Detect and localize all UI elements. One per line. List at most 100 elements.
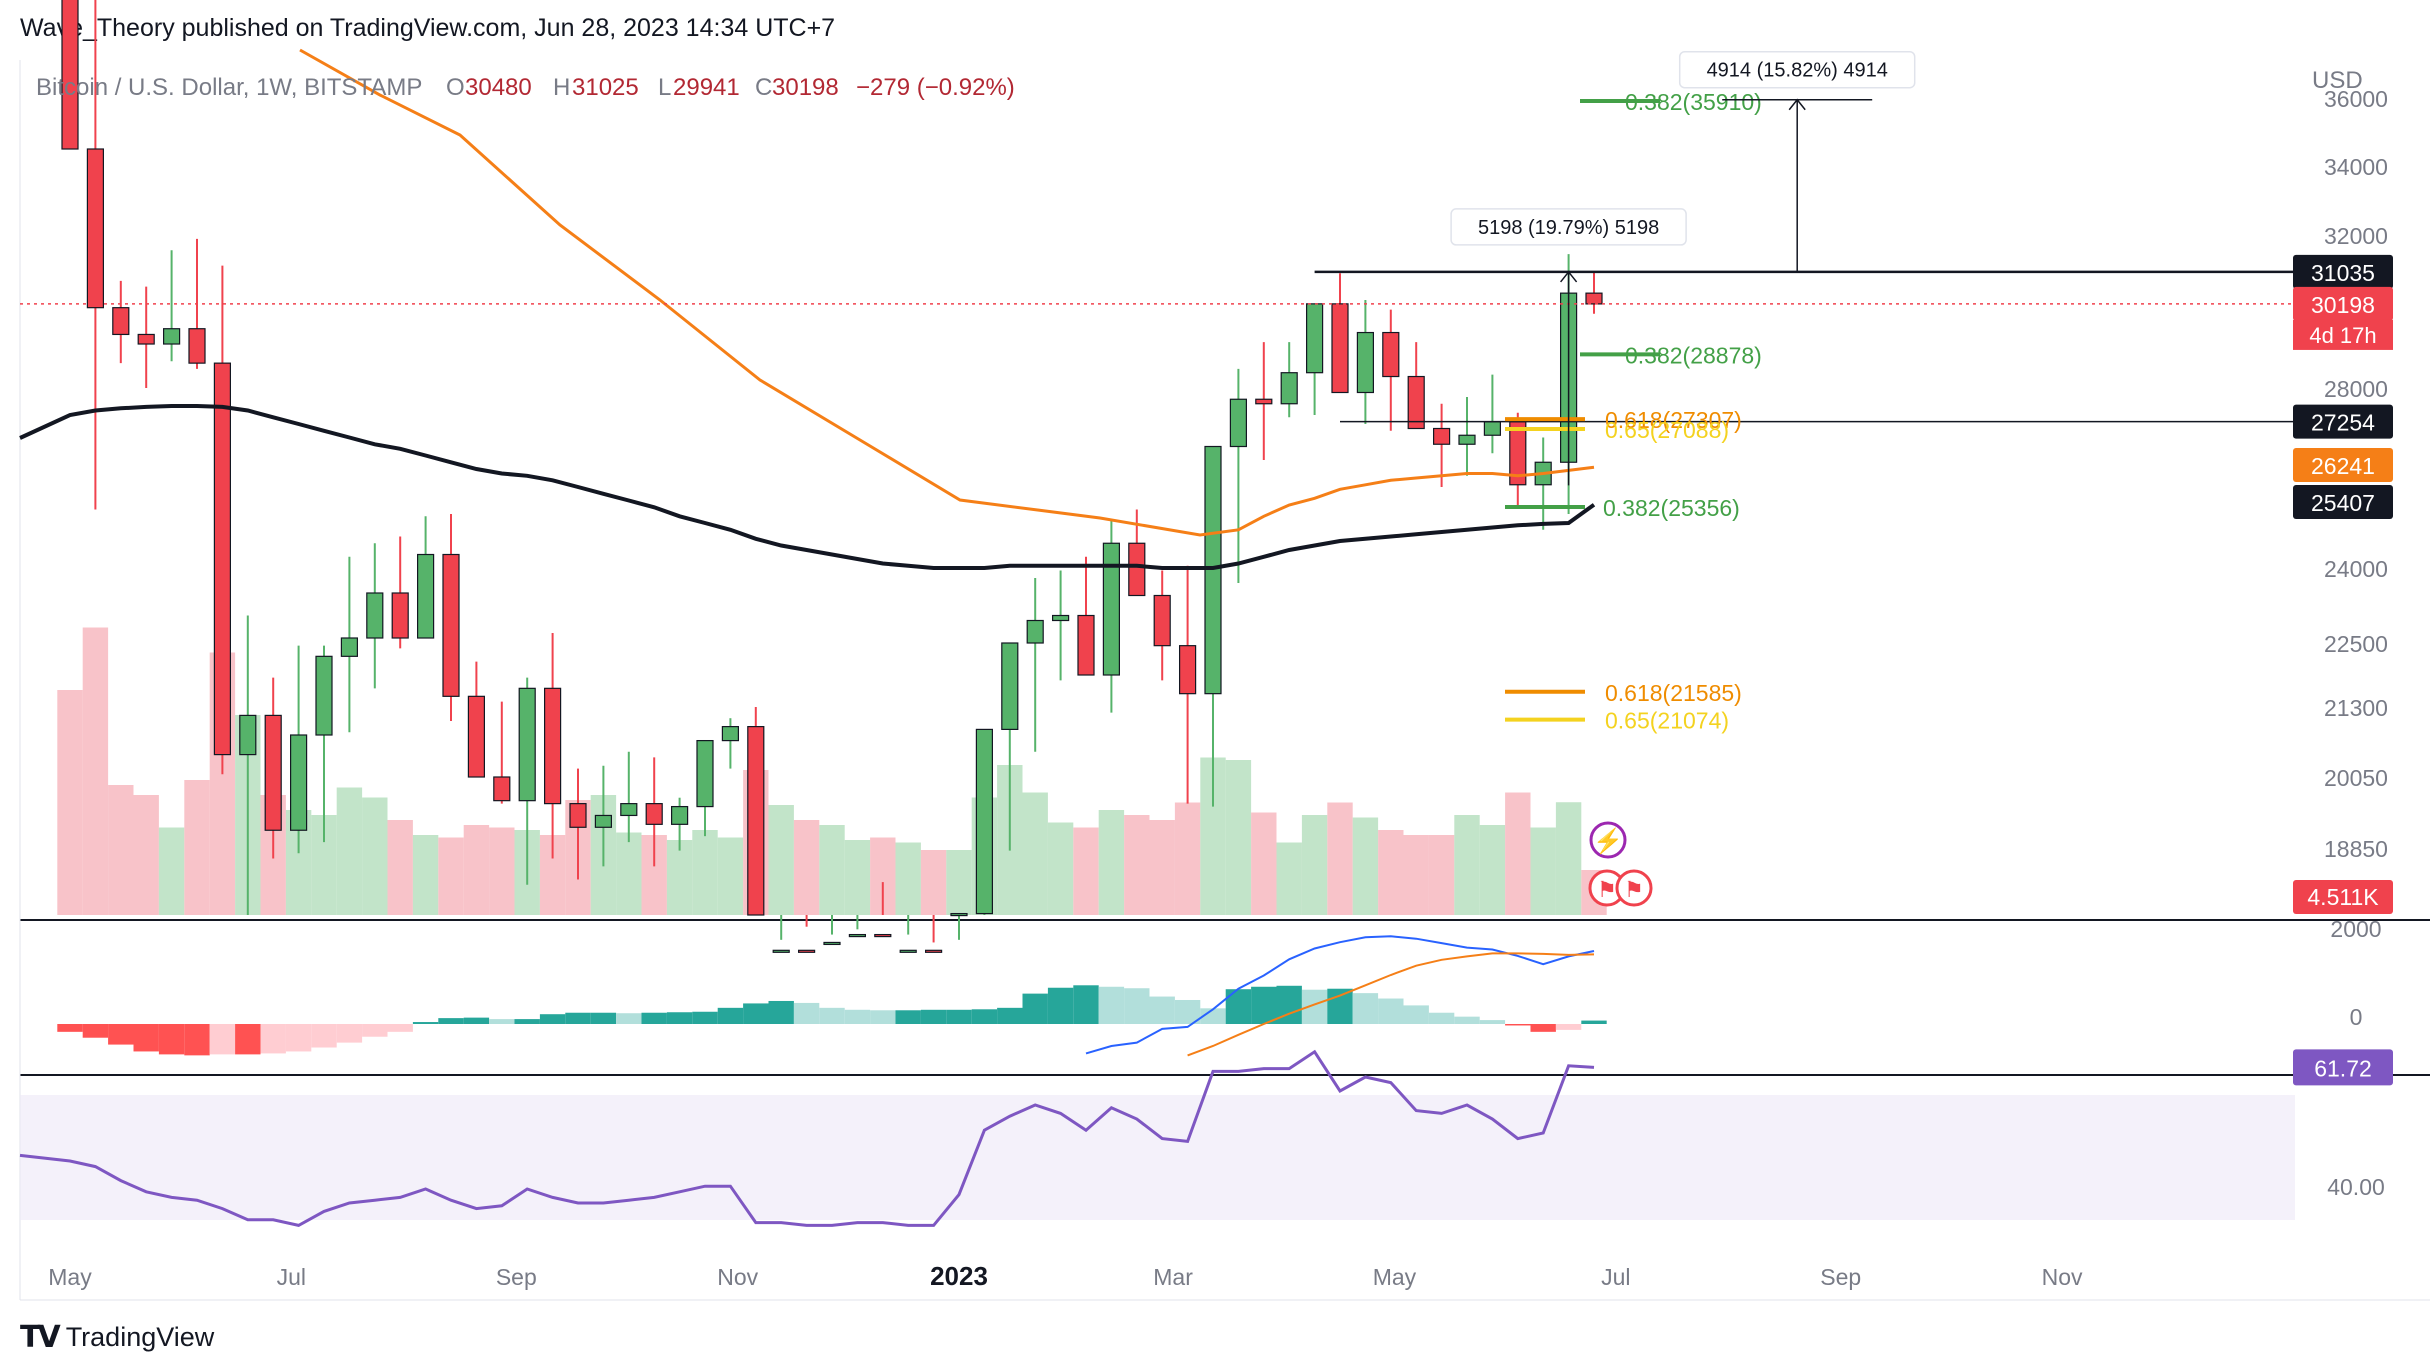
candle[interactable] bbox=[848, 915, 867, 938]
candle[interactable] bbox=[797, 915, 816, 953]
candle-body bbox=[1178, 645, 1197, 695]
candle[interactable] bbox=[696, 739, 714, 837]
candle[interactable] bbox=[1178, 565, 1197, 804]
volume-bar bbox=[1479, 825, 1506, 915]
candle[interactable] bbox=[1077, 556, 1095, 676]
candle[interactable] bbox=[391, 536, 409, 649]
lightning-event-icon[interactable]: ⚡ bbox=[1589, 821, 1627, 859]
volume-bar bbox=[1505, 792, 1531, 915]
legend-close-label: C bbox=[755, 74, 772, 101]
macd-histogram-bar bbox=[743, 1003, 769, 1024]
candle[interactable] bbox=[340, 556, 358, 733]
candle-body bbox=[1077, 614, 1095, 676]
candle[interactable] bbox=[543, 633, 562, 859]
candle[interactable] bbox=[975, 728, 994, 915]
candle[interactable] bbox=[163, 250, 181, 362]
volume-bar bbox=[1124, 815, 1150, 915]
candle-body bbox=[594, 814, 613, 828]
candle[interactable] bbox=[772, 915, 790, 953]
countdown-text: 4d 17h bbox=[2309, 323, 2376, 348]
candle[interactable] bbox=[569, 768, 587, 880]
price-axis-tick: 32000 bbox=[2324, 223, 2388, 249]
macd-histogram-bar bbox=[946, 1009, 972, 1024]
candle[interactable] bbox=[899, 915, 917, 953]
candle-body bbox=[975, 728, 994, 915]
candle[interactable] bbox=[1331, 273, 1349, 394]
macd-histogram-bar bbox=[158, 1024, 185, 1055]
candle[interactable] bbox=[1585, 272, 1603, 314]
candle-body bbox=[1001, 642, 1019, 731]
candle[interactable] bbox=[747, 707, 765, 916]
macd-histogram-bar bbox=[1225, 989, 1252, 1024]
volume-bar bbox=[362, 797, 388, 915]
volume-bar bbox=[1403, 835, 1429, 915]
candle[interactable] bbox=[1280, 342, 1298, 418]
macd-histogram-bar bbox=[565, 1012, 591, 1024]
candle[interactable] bbox=[1509, 412, 1527, 508]
volume-bar bbox=[717, 837, 744, 915]
tradingview-logo[interactable]: TV TradingView bbox=[20, 1320, 214, 1355]
rsi-line bbox=[19, 1049, 1595, 1227]
candle[interactable] bbox=[1305, 303, 1324, 415]
candle[interactable] bbox=[290, 645, 308, 854]
candle[interactable] bbox=[620, 751, 638, 843]
candle-body bbox=[86, 148, 105, 309]
candle[interactable] bbox=[1483, 374, 1502, 454]
volume-bar bbox=[616, 832, 642, 915]
macd-histogram-bar bbox=[1047, 987, 1074, 1024]
measure-label-box bbox=[1450, 208, 1687, 246]
candle[interactable] bbox=[493, 701, 511, 804]
rsi-axis-tick: 40.00 bbox=[2327, 1174, 2385, 1200]
candle-body bbox=[747, 725, 765, 916]
candle[interactable] bbox=[1128, 509, 1146, 597]
candle[interactable] bbox=[213, 265, 231, 775]
candle[interactable] bbox=[594, 765, 613, 867]
candle[interactable] bbox=[1153, 570, 1171, 681]
candle[interactable] bbox=[1102, 520, 1121, 713]
candle[interactable] bbox=[1534, 437, 1552, 530]
candle[interactable] bbox=[112, 280, 130, 364]
macd-histogram-bar bbox=[717, 1007, 744, 1024]
candle[interactable] bbox=[442, 514, 460, 721]
candle-body bbox=[315, 655, 333, 736]
currency-label[interactable]: USD bbox=[2312, 67, 2363, 94]
candle[interactable] bbox=[1026, 578, 1044, 752]
candle[interactable] bbox=[417, 516, 435, 639]
candle[interactable] bbox=[518, 677, 536, 885]
candle[interactable] bbox=[1407, 342, 1425, 430]
candle[interactable] bbox=[874, 882, 892, 938]
candle[interactable] bbox=[366, 543, 384, 689]
candle[interactable] bbox=[924, 915, 943, 953]
time-axis-tick: May bbox=[48, 1264, 92, 1290]
candle[interactable] bbox=[1356, 300, 1375, 424]
macd-histogram-bar bbox=[590, 1012, 617, 1024]
candle[interactable] bbox=[823, 915, 841, 946]
candle[interactable] bbox=[467, 661, 485, 778]
countdown-tag bbox=[2293, 319, 2393, 350]
macd-histogram-bar bbox=[285, 1024, 312, 1052]
us-flag-event-icon[interactable]: ⚑ ⚑ bbox=[1588, 869, 1653, 907]
candle[interactable] bbox=[721, 718, 740, 769]
legend-low-label: L bbox=[658, 74, 671, 101]
candle[interactable] bbox=[1458, 397, 1476, 476]
candle[interactable] bbox=[137, 286, 155, 388]
candle[interactable] bbox=[264, 677, 282, 859]
volume-bar bbox=[895, 842, 921, 915]
candle[interactable] bbox=[1432, 403, 1451, 487]
candle[interactable] bbox=[315, 645, 333, 843]
candle[interactable] bbox=[645, 757, 663, 867]
candle[interactable] bbox=[239, 615, 257, 916]
candle[interactable] bbox=[1051, 570, 1070, 681]
candle[interactable] bbox=[61, 0, 79, 150]
candle[interactable] bbox=[1001, 642, 1019, 851]
candle[interactable] bbox=[1204, 445, 1222, 807]
macd-histogram-bar bbox=[819, 1007, 845, 1024]
candle[interactable] bbox=[86, 0, 105, 510]
candle[interactable] bbox=[1382, 309, 1400, 431]
candle[interactable] bbox=[1229, 368, 1248, 583]
candle[interactable] bbox=[670, 797, 689, 851]
macd-histogram-bar bbox=[489, 1019, 515, 1024]
candle[interactable] bbox=[1255, 342, 1273, 460]
candle[interactable] bbox=[950, 912, 968, 940]
